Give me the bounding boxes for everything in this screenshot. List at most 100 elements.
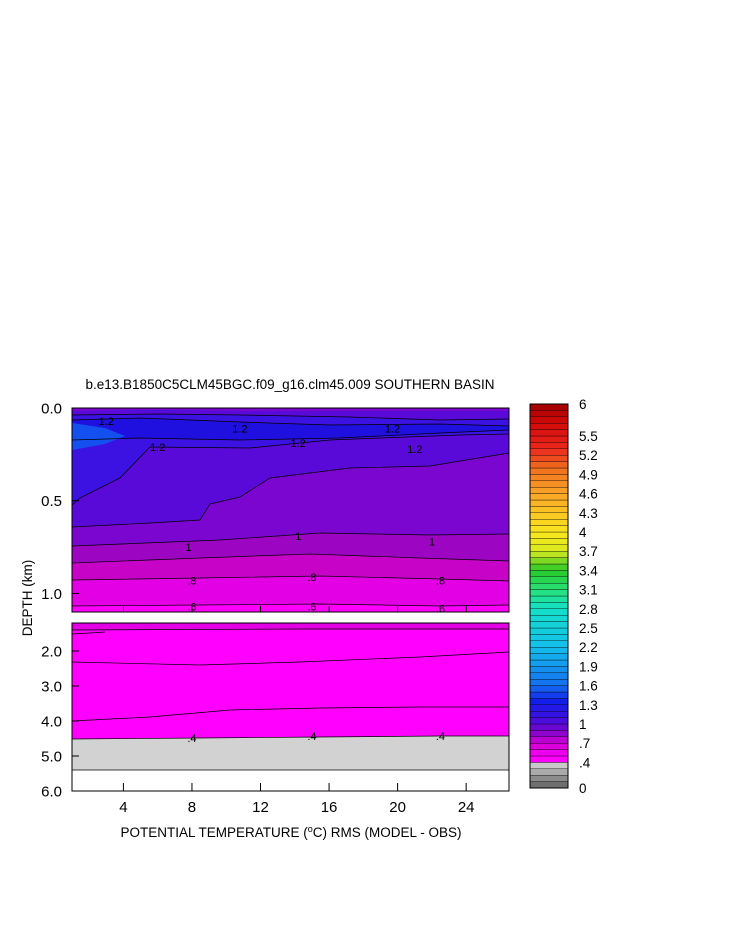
x-tick-label: 12	[252, 799, 269, 816]
colorbar-swatch	[529, 634, 569, 641]
colorbar-swatch	[529, 467, 569, 475]
colorbar-swatch	[529, 576, 569, 584]
colorbar-swatch	[529, 487, 569, 494]
colorbar-swatch	[529, 627, 569, 635]
colorbar-swatch	[529, 704, 569, 712]
colorbar-swatch	[529, 589, 569, 597]
y-tick-label: 0.5	[41, 493, 62, 510]
colorbar-swatch	[529, 647, 569, 654]
y-tick-label: 2.0	[41, 644, 62, 661]
colorbar-tick-label: 3.4	[579, 563, 598, 578]
colorbar-tick-label: 5.2	[579, 448, 598, 463]
colorbar-swatch	[529, 640, 569, 648]
colorbar-swatch	[529, 461, 569, 469]
x-tick-label: 20	[389, 799, 406, 816]
y-axis-label: DEPTH (km)	[20, 560, 35, 637]
colorbar-tick-label: 2.8	[579, 602, 598, 617]
colorbar-tick-label: 1.9	[579, 659, 598, 674]
y-tick-label: 3.0	[41, 679, 62, 696]
colorbar-swatch	[529, 595, 569, 603]
y-axis-lower: 2.0 3.0 4.0 5.0 6.0	[41, 644, 79, 801]
contour-label: 1	[429, 537, 435, 549]
x-tick-label: 16	[321, 799, 338, 816]
colorbar-swatch	[529, 499, 569, 507]
colorbar-swatch	[529, 621, 569, 629]
contour-label: .8	[436, 575, 445, 587]
colorbar-swatch	[529, 480, 569, 488]
x-tick-label: 24	[458, 799, 475, 816]
colorbar-swatch	[529, 659, 569, 667]
band-magenta-shallow	[72, 623, 509, 630]
x-axis: 4 8 12 16 20 24	[119, 606, 475, 816]
colorbar-swatch	[529, 672, 569, 680]
colorbar-swatch	[529, 544, 569, 552]
colorbar-swatch	[529, 768, 569, 776]
upper-panel-field	[72, 408, 509, 612]
contour-label: 1.2	[407, 444, 422, 456]
colorbar-tick-label: 3.7	[579, 544, 598, 559]
colorbar-swatch	[529, 493, 569, 501]
colorbar-swatch	[529, 743, 569, 750]
colorbar-swatch	[529, 429, 569, 437]
colorbar-swatch	[529, 448, 569, 456]
y-tick-label: 4.0	[41, 714, 62, 731]
x-tick-label: 8	[188, 799, 196, 816]
contour-label: 1	[185, 542, 191, 554]
contour-label: .4	[307, 731, 316, 743]
colorbar-frame	[529, 403, 569, 789]
colorbar-swatch	[529, 531, 569, 539]
colorbar-tick-label: 1	[579, 717, 587, 732]
colorbar-swatch	[529, 519, 569, 526]
colorbar-swatch	[529, 608, 569, 616]
colorbar-swatch	[529, 442, 569, 449]
colorbar-swatch	[529, 679, 569, 686]
colorbar-swatch	[529, 557, 569, 565]
colorbar-swatch	[529, 615, 569, 622]
colorbar-tick-label: .7	[579, 736, 590, 751]
colorbar-swatch	[529, 653, 569, 661]
x-tick-label: 4	[119, 799, 127, 816]
colorbar-swatch	[529, 563, 569, 571]
colorbar-tick-label: 1.6	[579, 679, 598, 694]
colorbar: 0 .4 .7 1 1.3 1.6 1.9 2.2 2.5 2.8 3.1 3.4 3.7 4 4.3 4.6…	[529, 397, 598, 796]
band-white-floor	[72, 770, 509, 791]
colorbar-swatch	[529, 762, 569, 769]
colorbar-tick-label: .4	[579, 755, 591, 770]
colorbar-swatch	[529, 775, 569, 782]
lower-contour-lines	[72, 628, 509, 771]
contour-label: 1.2	[150, 442, 165, 454]
contour-label: 1.2	[385, 423, 400, 435]
colorbar-swatch	[529, 435, 569, 443]
colorbar-tick-label: 2.2	[579, 640, 598, 655]
contour-label: .6	[436, 603, 445, 615]
y-tick-label: 0.0	[41, 401, 62, 418]
colorbar-tick-label: 4.6	[579, 487, 598, 502]
colorbar-swatch	[529, 736, 569, 744]
colorbar-swatch	[529, 749, 569, 757]
lower-panel-field	[72, 623, 509, 791]
colorbar-tick-label: 4.9	[579, 467, 598, 482]
colorbar-swatch	[529, 551, 569, 558]
colorbar-tick-label: 4	[579, 525, 587, 540]
colorbar-swatch	[529, 416, 569, 424]
colorbar-swatch	[529, 474, 569, 481]
lower-panel-frame	[71, 622, 510, 792]
contour-label: 1.2	[232, 423, 247, 435]
colorbar-swatch	[529, 781, 569, 789]
colorbar-swatch	[529, 602, 569, 609]
colorbar-swatch	[529, 691, 569, 699]
contour-label: .4	[187, 733, 196, 745]
colorbar-swatch	[529, 538, 569, 545]
colorbar-swatch	[529, 410, 569, 417]
chart-title: b.e13.B1850C5CLM45BGC.f09_g16.clm45.009 …	[86, 377, 495, 392]
contour-label: .4	[436, 731, 445, 743]
y-axis-upper: 0.0 0.5 1.0	[41, 401, 79, 603]
colorbar-tick-label: 4.3	[579, 506, 598, 521]
colorbar-swatch	[529, 583, 569, 590]
band-blue-13	[72, 418, 509, 440]
band-surface-violet	[72, 411, 509, 420]
colorbar-swatch	[529, 711, 569, 718]
colorbar-swatch	[529, 685, 569, 693]
colorbar-swatch	[529, 455, 569, 462]
